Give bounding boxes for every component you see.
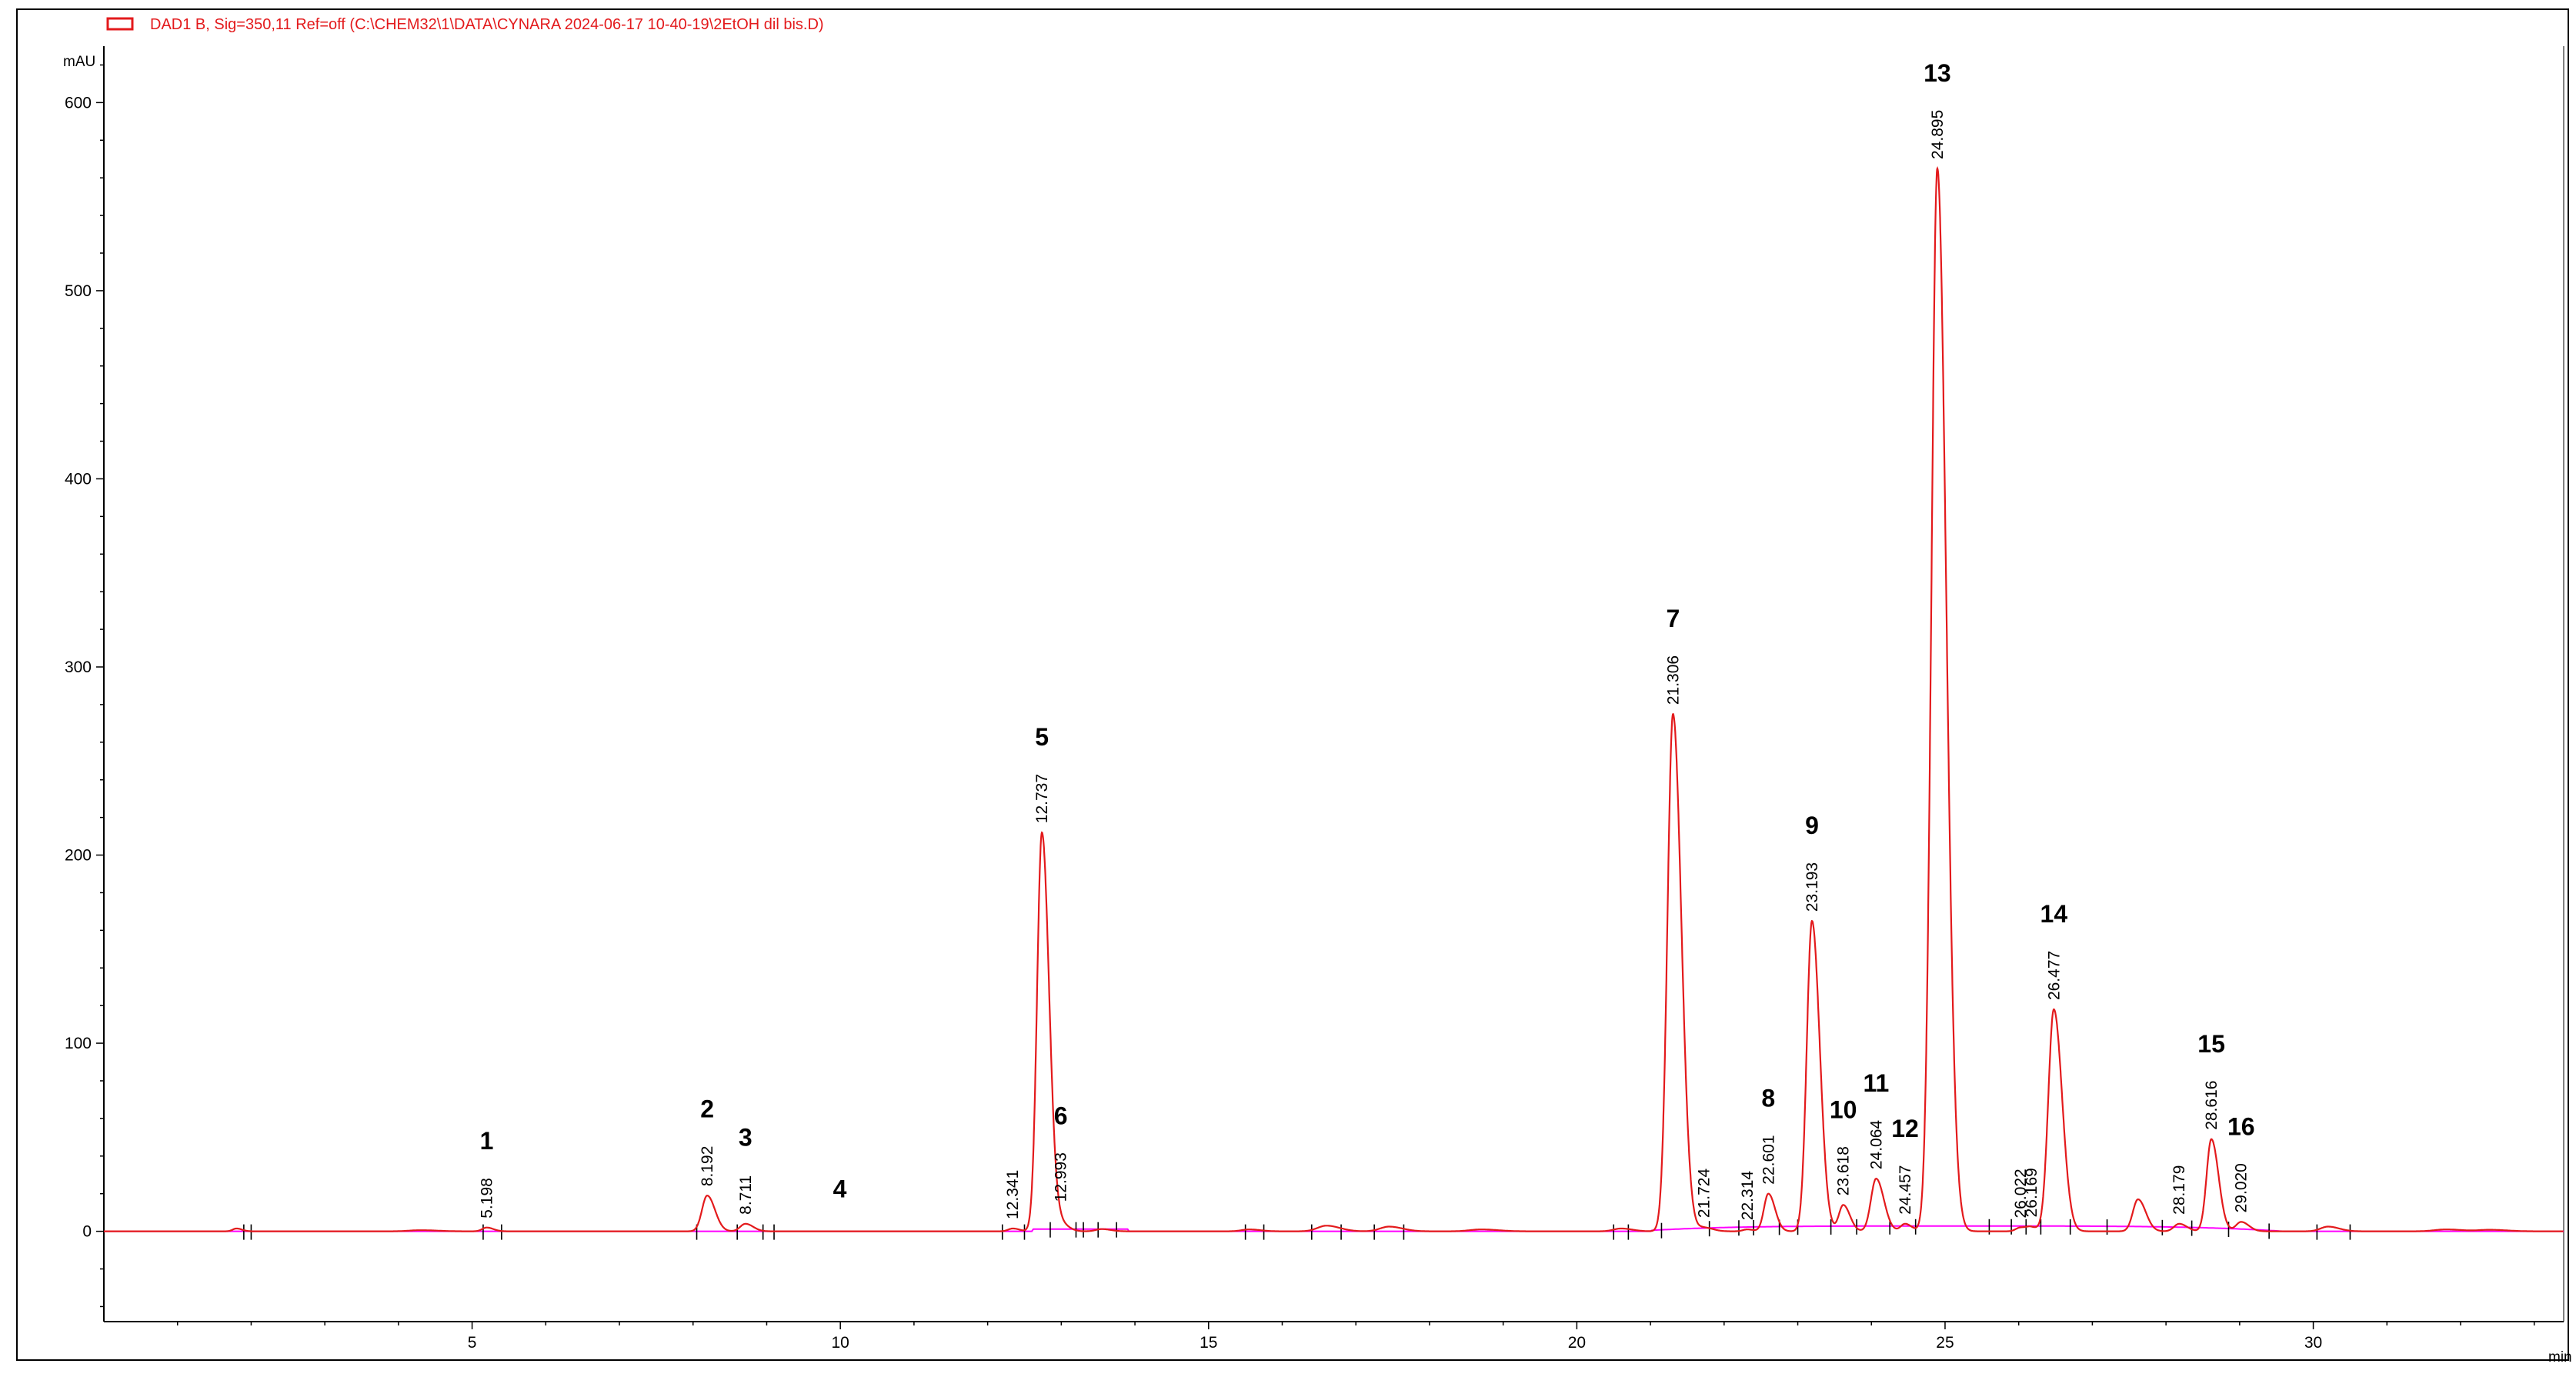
peak-number: 14 bbox=[2040, 900, 2068, 928]
retention-time-label: 23.618 bbox=[1835, 1146, 1853, 1195]
retention-time-label: 24.895 bbox=[1929, 110, 1947, 159]
peak-number: 4 bbox=[833, 1175, 847, 1203]
peak-number: 10 bbox=[1830, 1095, 1857, 1123]
outer-border bbox=[16, 8, 2569, 1361]
retention-time-label: 28.179 bbox=[2171, 1165, 2188, 1215]
retention-time-label: 8.711 bbox=[737, 1175, 755, 1215]
retention-time-label: 21.724 bbox=[1695, 1169, 1713, 1219]
x-axis-unit-label: min bbox=[2548, 1349, 2572, 1365]
y-axis-unit-label: mAU bbox=[63, 54, 95, 70]
retention-time-label: 21.306 bbox=[1664, 655, 1682, 705]
retention-time-label: 26.022 bbox=[2012, 1169, 2030, 1218]
peak-number: 6 bbox=[1054, 1102, 1068, 1129]
retention-time-label: 28.616 bbox=[2203, 1081, 2221, 1130]
retention-time-label: 23.193 bbox=[1804, 862, 1821, 912]
retention-time-label: 29.020 bbox=[2233, 1163, 2251, 1212]
x-tick-label: 10 bbox=[832, 1334, 849, 1352]
trace-layer bbox=[104, 165, 2564, 1232]
peak-number: 16 bbox=[2227, 1112, 2255, 1140]
peak-number: 13 bbox=[1924, 59, 1951, 87]
peak-number: 15 bbox=[2197, 1030, 2225, 1058]
y-tick-label: 200 bbox=[65, 847, 92, 865]
x-tick-label: 5 bbox=[468, 1334, 477, 1352]
x-tick-label: 30 bbox=[2304, 1334, 2322, 1352]
labels-layer: 5.198 1 8.192 2 8.711 3 12.341 12.737 5 12.993 6 21… bbox=[479, 59, 2255, 1220]
retention-time-label: 12.341 bbox=[1004, 1170, 1022, 1219]
y-tick-label: 300 bbox=[65, 658, 92, 676]
y-tick-label: 600 bbox=[65, 94, 92, 112]
retention-time-label: 26.477 bbox=[2045, 951, 2063, 1000]
legend-label: DAD1 B, Sig=350,11 Ref=off (C:\CHEM32\1\… bbox=[150, 16, 824, 33]
peak-number: 12 bbox=[1891, 1115, 1919, 1142]
legend-swatch bbox=[106, 17, 134, 31]
retention-time-label: 12.737 bbox=[1033, 774, 1051, 823]
peak-number: 5 bbox=[1035, 723, 1049, 751]
retention-time-label: 5.198 bbox=[479, 1178, 496, 1219]
peak-number: 8 bbox=[1761, 1085, 1775, 1112]
y-tick-label: 500 bbox=[65, 282, 92, 300]
peak-number: 1 bbox=[480, 1127, 494, 1155]
peak-number: 2 bbox=[700, 1095, 714, 1123]
retention-time-label: 22.314 bbox=[1739, 1171, 1757, 1221]
x-tick-label: 15 bbox=[1200, 1334, 1217, 1352]
retention-time-label: 24.064 bbox=[1867, 1120, 1885, 1170]
y-tick-label: 400 bbox=[65, 470, 92, 488]
retention-time-label: 26.169 bbox=[2023, 1168, 2040, 1217]
peak-number: 11 bbox=[1863, 1069, 1889, 1097]
x-tick-label: 20 bbox=[1568, 1334, 1586, 1352]
retention-time-label: 22.601 bbox=[1760, 1135, 1777, 1184]
peak-number: 9 bbox=[1805, 812, 1819, 839]
y-tick-label: 0 bbox=[82, 1223, 92, 1241]
peak-number: 3 bbox=[739, 1123, 752, 1151]
peak-number: 7 bbox=[1666, 605, 1680, 632]
retention-time-label: 8.192 bbox=[699, 1146, 716, 1187]
y-tick-label: 100 bbox=[65, 1035, 92, 1052]
signal-trace bbox=[104, 165, 2564, 1232]
retention-time-label: 12.993 bbox=[1053, 1152, 1070, 1202]
x-tick-label: 25 bbox=[1936, 1334, 1954, 1352]
retention-time-label: 24.457 bbox=[1897, 1165, 1914, 1215]
